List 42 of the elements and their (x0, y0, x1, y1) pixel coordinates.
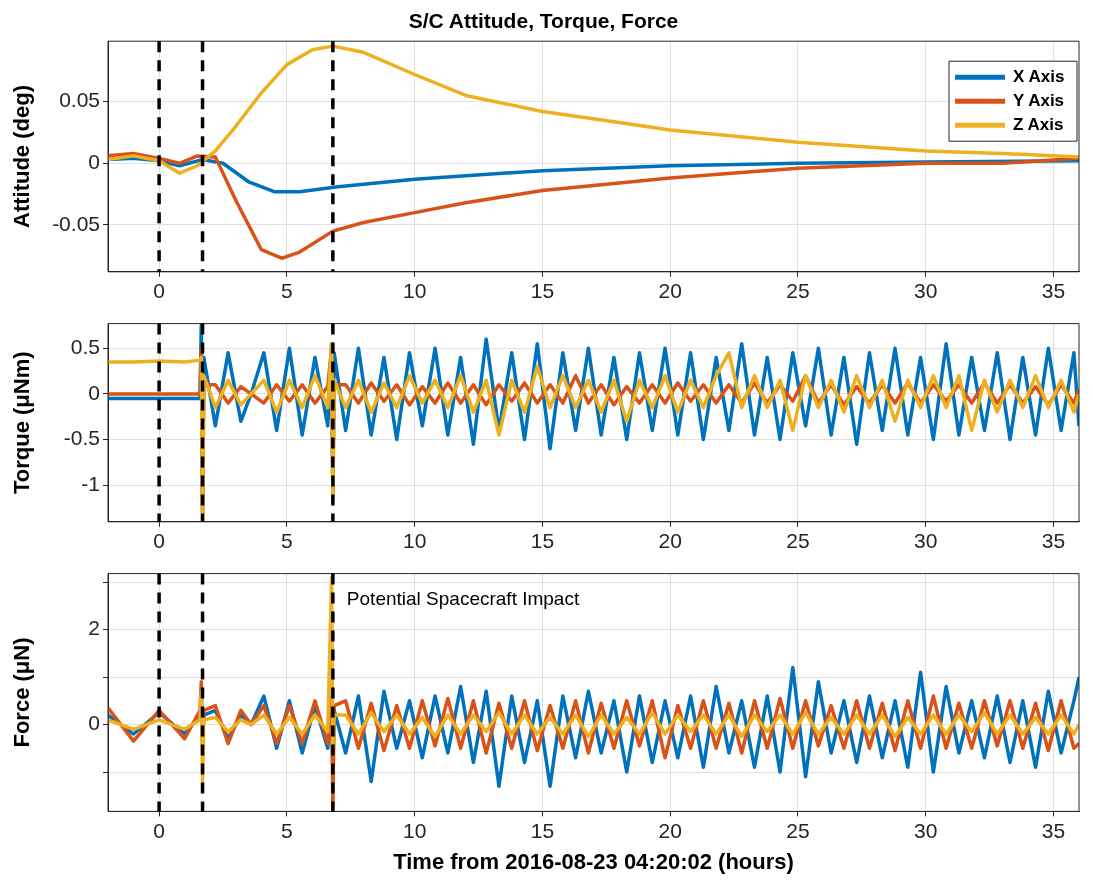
legend-label: Z Axis (1013, 114, 1064, 134)
x-tick-label: 0 (153, 279, 165, 303)
legend-label: Y Axis (1013, 90, 1065, 110)
x-tick-label: 30 (914, 818, 938, 842)
y-tick-label: 0.05 (59, 88, 100, 112)
x-tick-label: 5 (281, 818, 293, 842)
x-tick-label: 15 (530, 279, 555, 303)
y-axis-title: Attitude (deg) (9, 85, 35, 228)
x-tick-label: 5 (281, 529, 293, 553)
y-tick-label: -1 (81, 472, 100, 496)
y-tick-label: 2 (88, 616, 100, 640)
x-tick-label: 35 (1041, 818, 1066, 842)
x-tick-label: 25 (786, 818, 810, 842)
x-tick-label: 0 (153, 818, 165, 842)
x-tick-label: 20 (658, 529, 682, 553)
y-tick-label: 0.5 (70, 335, 100, 359)
x-tick-label: 30 (914, 529, 938, 553)
x-tick-label: 0 (153, 529, 165, 553)
x-tick-label: 10 (402, 529, 427, 553)
x-tick-label: 10 (402, 279, 427, 303)
y-tick-label: 0 (88, 380, 100, 404)
y-axis-title: Torque (μNm) (9, 351, 35, 494)
x-tick-label: 30 (914, 279, 938, 303)
x-tick-label: 35 (1041, 529, 1066, 553)
x-tick-label: 25 (786, 529, 810, 553)
x-tick-label: 5 (281, 279, 293, 303)
x-tick-label: 10 (402, 818, 427, 842)
y-tick-label: 0 (88, 150, 100, 174)
x-tick-label: 20 (658, 279, 682, 303)
annotation: Potential Spacecraft Impact (346, 587, 580, 609)
y-tick-label: -0.05 (52, 211, 100, 235)
legend-label: X Axis (1013, 66, 1065, 86)
x-axis-title: Time from 2016-08-23 04:20:02 (hours) (393, 848, 794, 874)
y-axis-title: Force (μN) (9, 637, 35, 748)
x-tick-label: 15 (530, 818, 555, 842)
x-tick-label: 15 (530, 529, 555, 553)
x-tick-label: 35 (1041, 279, 1066, 303)
x-tick-label: 25 (786, 279, 810, 303)
x-tick-label: 20 (658, 818, 682, 842)
y-tick-label: 0 (88, 711, 100, 735)
chart-title: S/C Attitude, Torque, Force (408, 9, 679, 33)
y-tick-label: -0.5 (63, 426, 100, 450)
